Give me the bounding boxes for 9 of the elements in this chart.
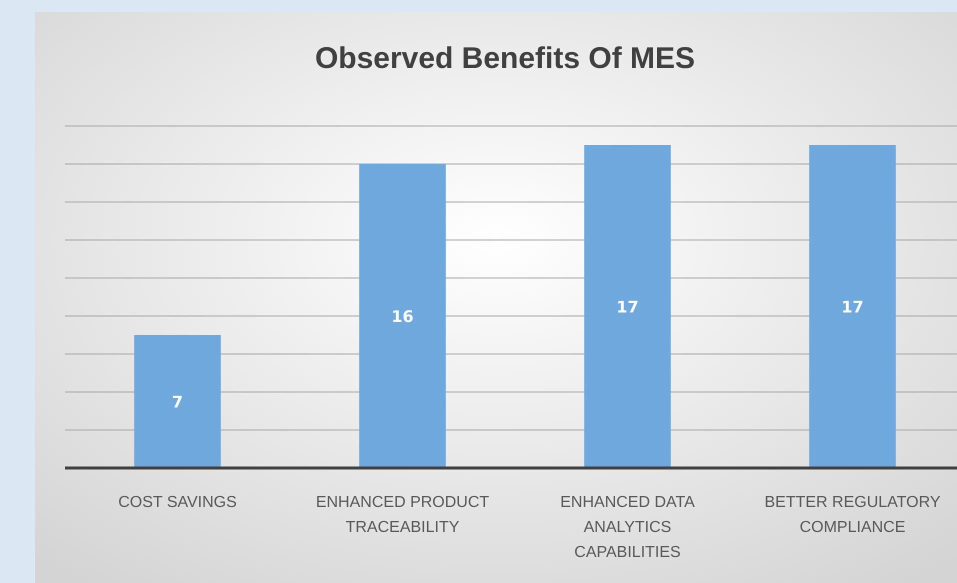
data-label: 17 (616, 298, 639, 316)
chart-title: Observed Benefits Of MES (314, 42, 696, 75)
data-label: 16 (391, 307, 414, 326)
data-label: 7 (172, 392, 184, 412)
x-tick-label: COST SAVINGS (118, 494, 237, 511)
x-tick-label: ENHANCED PRODUCT TRACEABILITY (316, 494, 490, 536)
data-label: 17 (841, 298, 864, 316)
x-tick-label: BETTER REGULATORY COMPLIANCE (764, 494, 941, 536)
x-tick-label: ENHANCED DATA ANALYTICS CAPABILITIES (560, 494, 696, 561)
